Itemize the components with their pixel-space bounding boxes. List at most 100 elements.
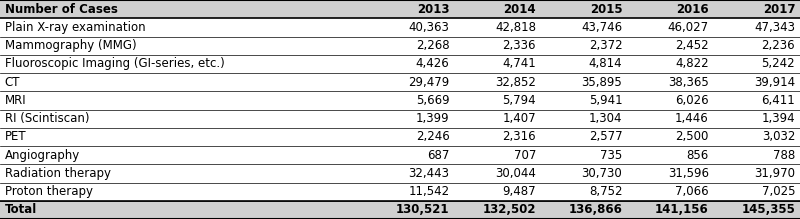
Bar xyxy=(0,146,368,164)
Text: 141,156: 141,156 xyxy=(655,203,709,216)
Bar xyxy=(541,18,627,37)
Text: 4,822: 4,822 xyxy=(675,57,709,70)
Text: Radiation therapy: Radiation therapy xyxy=(5,167,110,180)
Bar xyxy=(368,146,454,164)
Text: 42,818: 42,818 xyxy=(495,21,536,34)
Text: 5,941: 5,941 xyxy=(589,94,622,107)
Text: 4,814: 4,814 xyxy=(589,57,622,70)
Text: 2,452: 2,452 xyxy=(675,39,709,52)
Bar xyxy=(0,37,368,55)
Text: 136,866: 136,866 xyxy=(569,203,622,216)
Text: 7,066: 7,066 xyxy=(675,185,709,198)
Text: Fluoroscopic Imaging (GI-series, etc.): Fluoroscopic Imaging (GI-series, etc.) xyxy=(5,57,225,70)
Text: 2,316: 2,316 xyxy=(502,130,536,143)
Bar xyxy=(541,91,627,110)
Text: Number of Cases: Number of Cases xyxy=(5,3,118,16)
Text: 1,394: 1,394 xyxy=(762,112,795,125)
Bar xyxy=(454,201,541,219)
Bar xyxy=(0,18,368,37)
Bar xyxy=(714,0,800,18)
Bar xyxy=(0,91,368,110)
Text: 856: 856 xyxy=(686,149,709,162)
Bar xyxy=(714,18,800,37)
Text: 1,446: 1,446 xyxy=(675,112,709,125)
Text: MRI: MRI xyxy=(5,94,26,107)
Bar xyxy=(541,0,627,18)
Text: 46,027: 46,027 xyxy=(668,21,709,34)
Bar xyxy=(0,164,368,182)
Bar xyxy=(714,128,800,146)
Text: 38,365: 38,365 xyxy=(668,76,709,89)
Bar xyxy=(454,37,541,55)
Bar xyxy=(368,110,454,128)
Bar xyxy=(541,55,627,73)
Text: 31,970: 31,970 xyxy=(754,167,795,180)
Bar xyxy=(0,0,368,18)
Text: 6,411: 6,411 xyxy=(762,94,795,107)
Bar xyxy=(368,128,454,146)
Bar xyxy=(627,73,714,91)
Text: 2014: 2014 xyxy=(503,3,536,16)
Text: 735: 735 xyxy=(600,149,622,162)
Text: 3,032: 3,032 xyxy=(762,130,795,143)
Text: 6,026: 6,026 xyxy=(675,94,709,107)
Bar xyxy=(368,164,454,182)
Bar xyxy=(368,55,454,73)
Bar xyxy=(627,110,714,128)
Text: Angiography: Angiography xyxy=(5,149,80,162)
Text: 2,268: 2,268 xyxy=(416,39,450,52)
Text: 687: 687 xyxy=(427,149,450,162)
Bar xyxy=(627,0,714,18)
Bar xyxy=(454,164,541,182)
Text: 130,521: 130,521 xyxy=(396,203,450,216)
Bar xyxy=(0,110,368,128)
Bar xyxy=(0,182,368,201)
Text: 29,479: 29,479 xyxy=(408,76,450,89)
Bar xyxy=(368,73,454,91)
Bar xyxy=(368,0,454,18)
Bar xyxy=(368,91,454,110)
Text: Mammography (MMG): Mammography (MMG) xyxy=(5,39,137,52)
Bar xyxy=(0,55,368,73)
Bar xyxy=(714,110,800,128)
Text: 2,336: 2,336 xyxy=(502,39,536,52)
Text: Proton therapy: Proton therapy xyxy=(5,185,93,198)
Bar xyxy=(541,37,627,55)
Bar xyxy=(714,55,800,73)
Text: 32,852: 32,852 xyxy=(495,76,536,89)
Text: 32,443: 32,443 xyxy=(409,167,450,180)
Text: 1,407: 1,407 xyxy=(502,112,536,125)
Text: 11,542: 11,542 xyxy=(409,185,450,198)
Text: 2,500: 2,500 xyxy=(675,130,709,143)
Text: 43,746: 43,746 xyxy=(582,21,622,34)
Text: Plain X-ray examination: Plain X-ray examination xyxy=(5,21,146,34)
Bar xyxy=(368,201,454,219)
Bar xyxy=(627,201,714,219)
Bar xyxy=(541,164,627,182)
Text: 40,363: 40,363 xyxy=(409,21,450,34)
Text: 1,304: 1,304 xyxy=(589,112,622,125)
Bar xyxy=(541,73,627,91)
Bar xyxy=(454,110,541,128)
Bar xyxy=(454,128,541,146)
Bar xyxy=(627,55,714,73)
Bar xyxy=(454,146,541,164)
Bar xyxy=(454,73,541,91)
Text: RI (Scintiscan): RI (Scintiscan) xyxy=(5,112,90,125)
Text: 2,577: 2,577 xyxy=(589,130,622,143)
Bar xyxy=(714,201,800,219)
Bar xyxy=(454,0,541,18)
Bar xyxy=(541,128,627,146)
Text: 707: 707 xyxy=(514,149,536,162)
Text: 2016: 2016 xyxy=(676,3,709,16)
Text: 2015: 2015 xyxy=(590,3,622,16)
Bar xyxy=(541,182,627,201)
Text: 4,426: 4,426 xyxy=(416,57,450,70)
Text: 2013: 2013 xyxy=(417,3,450,16)
Bar xyxy=(0,73,368,91)
Bar xyxy=(627,146,714,164)
Bar xyxy=(714,164,800,182)
Text: 35,895: 35,895 xyxy=(582,76,622,89)
Bar xyxy=(714,91,800,110)
Text: 1,399: 1,399 xyxy=(416,112,450,125)
